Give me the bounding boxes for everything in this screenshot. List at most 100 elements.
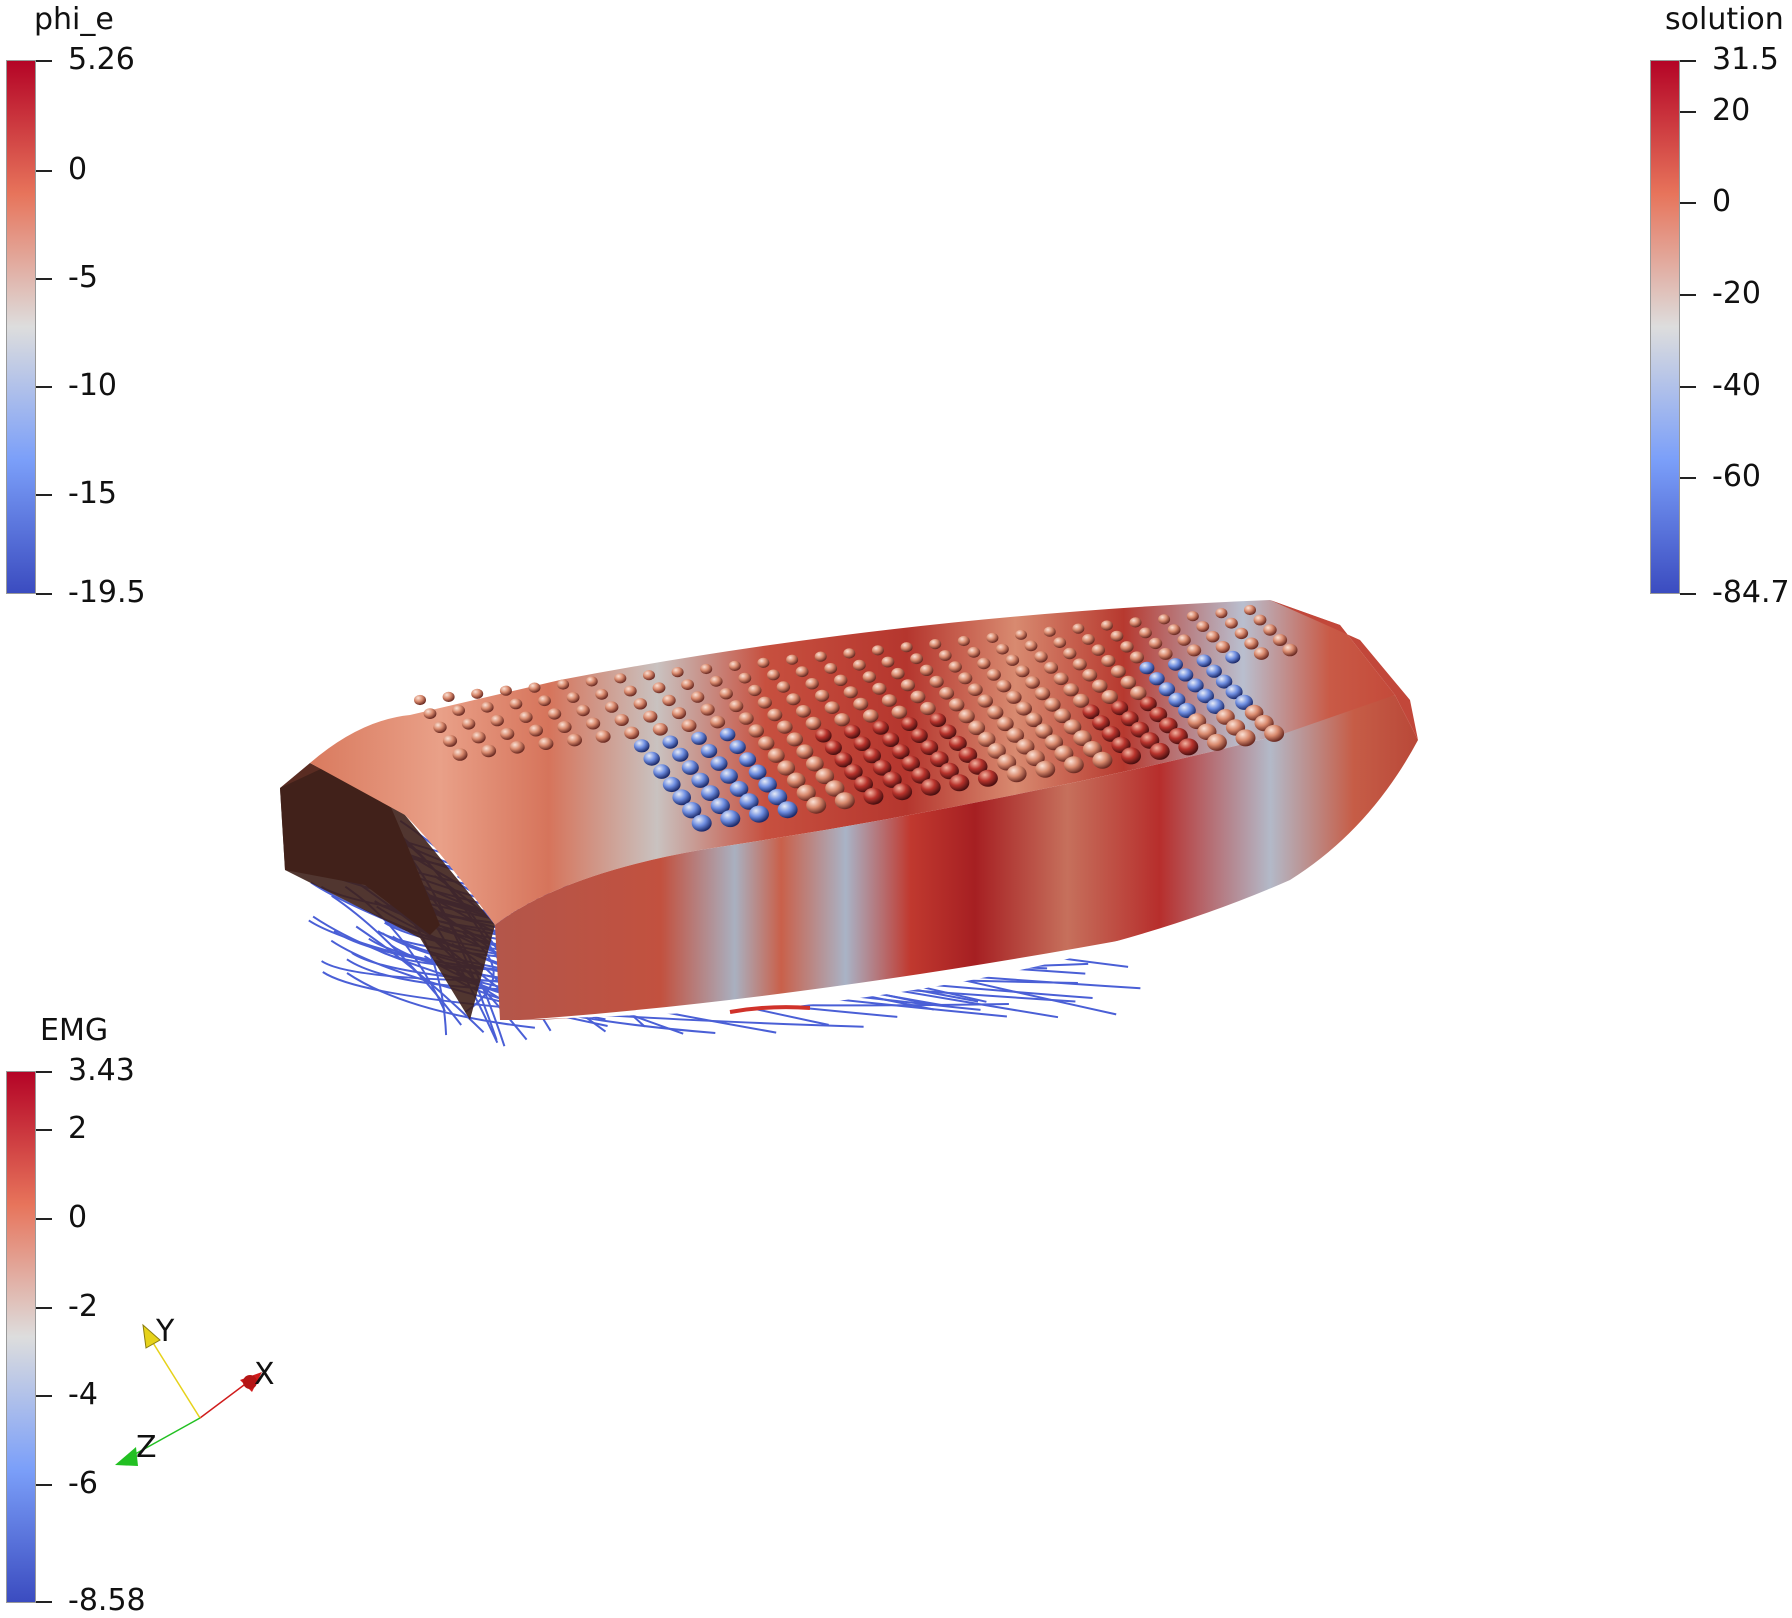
electrode-bead: [777, 720, 793, 734]
colorbar-title: EMG: [40, 1013, 109, 1048]
electrode-bead: [739, 752, 757, 767]
electrode-bead: [624, 726, 640, 740]
electrode-bead: [671, 707, 687, 720]
electrode-bead: [1034, 723, 1053, 739]
electrode-bead: [1015, 665, 1030, 678]
electrode-bead: [1139, 627, 1152, 639]
y-axis-label: Y: [155, 1314, 175, 1349]
electrode-bead: [528, 724, 544, 737]
electrode-bead: [957, 635, 970, 647]
electrode-bead: [786, 654, 799, 665]
electrode-bead: [757, 696, 772, 709]
electrode-bead: [748, 764, 767, 780]
electrode-bead: [796, 784, 816, 801]
electrode-bead: [1158, 614, 1171, 625]
electrode-bead: [758, 736, 775, 751]
electrode-bead: [519, 711, 533, 723]
electrode-bead: [1101, 690, 1118, 704]
electrode-bead: [786, 732, 803, 747]
electrode-bead: [834, 792, 855, 810]
electrode-bead: [729, 740, 746, 755]
orientation-axes: X Y Z: [115, 1314, 275, 1466]
electrode-bead: [567, 733, 582, 747]
electrode-bead: [1206, 631, 1220, 643]
electrode-bead: [509, 741, 525, 754]
electrode-bead: [595, 688, 609, 700]
electrode-bead: [701, 785, 720, 801]
electrode-bead: [1092, 751, 1113, 769]
electrode-bead: [767, 748, 785, 763]
electrode-bead: [652, 723, 668, 736]
electrode-bead: [900, 679, 916, 692]
y-axis-line: [149, 1337, 201, 1419]
electrode-bead: [920, 778, 941, 796]
electrode-bead: [929, 639, 942, 650]
mesh-bottom-accent: [729, 1005, 811, 1014]
electrode-bead: [1197, 688, 1214, 704]
electrode-bead: [461, 718, 476, 730]
electrode-bead: [1225, 650, 1241, 664]
electrode-bead: [566, 692, 580, 703]
z-axis-line: [127, 1417, 201, 1459]
electrode-bead: [1264, 724, 1285, 742]
electrode-bead: [1005, 654, 1020, 666]
electrode-bead: [719, 728, 736, 742]
electrode-bead: [719, 688, 733, 700]
electrode-bead: [547, 708, 562, 720]
electrode-bead: [1100, 620, 1113, 631]
electrode-bead: [1053, 672, 1069, 686]
electrode-bead: [729, 700, 744, 713]
electrode-bead: [662, 776, 681, 793]
electrode-bead: [919, 664, 934, 676]
electrode-bead: [843, 686, 858, 699]
electrode-bead: [691, 731, 707, 745]
electrode-bead: [834, 674, 848, 686]
electrode-bead: [1092, 715, 1110, 731]
electrode-bead: [825, 780, 845, 797]
electrode-bead: [968, 758, 988, 775]
electrode-bead: [768, 788, 788, 806]
electrode-bead: [1044, 697, 1061, 712]
electrode-bead: [700, 663, 713, 675]
colorbar-gradient: [6, 1071, 36, 1603]
electrode-bead: [414, 694, 426, 706]
electrode-bead: [777, 801, 798, 819]
electrode-bead: [1129, 651, 1144, 664]
electrode-bead: [633, 698, 647, 710]
electrode-bead: [1024, 676, 1040, 689]
electrode-bead: [480, 701, 494, 713]
electrode-bead: [490, 714, 504, 727]
electrode-bead: [1168, 692, 1186, 708]
electrode-bead: [863, 787, 884, 805]
fiber-line: [322, 971, 864, 1028]
electrode-array: [414, 604, 1298, 832]
electrode-bead: [1072, 693, 1090, 708]
electrode-bead: [1025, 712, 1043, 728]
electrode-bead: [853, 697, 869, 711]
electrode-bead: [863, 748, 881, 764]
electrode-bead: [910, 728, 928, 743]
x-axis-line: [199, 1381, 249, 1419]
electrode-bead: [767, 708, 783, 722]
electrode-bead: [882, 771, 902, 788]
electrode-bead: [576, 704, 590, 717]
colorbar-emg: EMG 3.43 2 0 -2 -4 -6 -8.58: [6, 1005, 186, 1616]
electrode-bead: [911, 767, 931, 784]
electrode-bead: [1101, 654, 1116, 667]
electrode-bead: [805, 756, 824, 772]
electrode-bead: [452, 705, 465, 716]
electrode-bead: [996, 643, 1009, 655]
electrode-bead: [871, 645, 884, 656]
electrode-bead: [499, 685, 512, 696]
electrode-bead: [1006, 690, 1022, 704]
electrode-bead: [977, 769, 998, 787]
electrode-bead: [881, 656, 895, 668]
electrode-bead: [815, 728, 832, 743]
electrode-bead: [901, 755, 920, 772]
electrode-bead: [852, 659, 866, 671]
electrode-bead: [1043, 626, 1056, 637]
electrode-bead: [805, 678, 819, 690]
electrode-bead: [1129, 617, 1142, 628]
electrode-bead: [1263, 624, 1277, 636]
